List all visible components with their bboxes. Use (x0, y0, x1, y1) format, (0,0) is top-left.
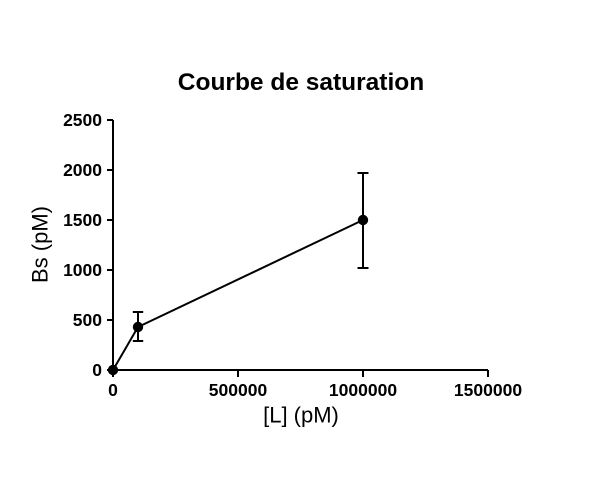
svg-text:Courbe de saturation: Courbe de saturation (178, 69, 424, 96)
svg-text:0: 0 (108, 380, 118, 400)
svg-text:1000000: 1000000 (329, 380, 397, 400)
svg-text:2500: 2500 (63, 110, 102, 130)
svg-text:500000: 500000 (209, 380, 268, 400)
svg-text:1500000: 1500000 (454, 380, 522, 400)
svg-text:Bs (pM): Bs (pM) (28, 206, 53, 283)
svg-text:2000: 2000 (63, 160, 102, 180)
svg-text:0: 0 (92, 360, 102, 380)
svg-text:[L] (pM): [L] (pM) (263, 403, 339, 428)
svg-text:1500: 1500 (63, 210, 102, 230)
svg-text:1000: 1000 (63, 260, 102, 280)
svg-text:500: 500 (73, 310, 102, 330)
